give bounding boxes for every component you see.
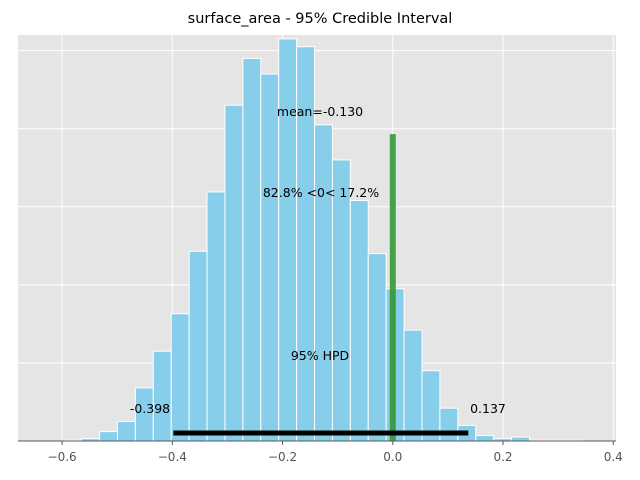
histogram-bar [511, 436, 530, 442]
reference-split-annotation: 82.8% <0< 17.2% [263, 185, 379, 200]
x-tick-label: 0.4 [604, 450, 623, 464]
histogram-bar [242, 57, 262, 442]
histogram-bar [116, 420, 136, 442]
hpd-high-label: 0.137 [470, 401, 506, 416]
histogram-bar [188, 250, 208, 442]
histogram-bar [331, 159, 351, 442]
histogram-bar [367, 253, 387, 442]
x-axis-ticks: −0.6 −0.4 −0.2 0.0 0.2 0.4 [48, 441, 623, 464]
hpd-low-label: -0.398 [130, 401, 170, 416]
chart-title: surface_area - 95% Credible Interval [188, 11, 453, 27]
histogram-bar [278, 38, 298, 442]
histogram-bar [439, 407, 459, 442]
histogram-bar [349, 200, 369, 442]
x-tick-label: 0.0 [383, 450, 402, 464]
histogram-bar [403, 329, 423, 442]
x-tick-label: −0.2 [268, 450, 297, 464]
x-tick-label: 0.2 [493, 450, 512, 464]
histogram-bar [99, 431, 118, 442]
x-tick-label: −0.4 [158, 450, 187, 464]
histogram-bar [314, 124, 333, 442]
histogram-bar [206, 191, 226, 442]
histogram-bar [475, 435, 495, 442]
histogram-bar [421, 370, 441, 442]
histogram-bar [170, 313, 190, 442]
histogram-bar [260, 73, 280, 442]
histogram-bar [152, 350, 172, 442]
x-tick-label: −0.6 [48, 450, 77, 464]
mean-annotation: mean=-0.130 [277, 104, 363, 119]
hpd-label: 95% HPD [291, 348, 349, 363]
histogram-bar [224, 104, 244, 442]
